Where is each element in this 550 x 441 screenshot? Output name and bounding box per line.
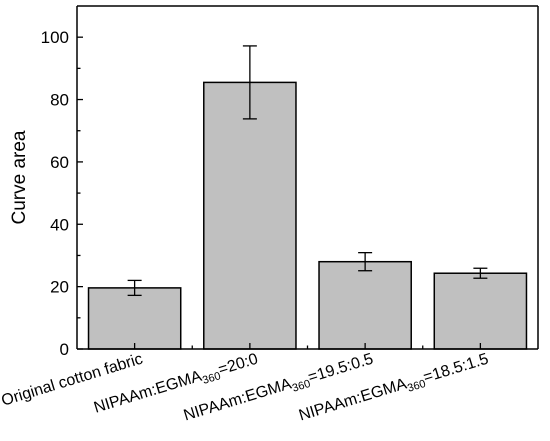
y-tick-label: 80 bbox=[50, 91, 69, 110]
category-label-2: NIPAAm:EGMA360=19.5:0.5 bbox=[182, 351, 377, 428]
bar-3 bbox=[433, 272, 528, 350]
y-tick-label: 40 bbox=[50, 215, 69, 234]
bar-0 bbox=[87, 287, 182, 350]
error-bars bbox=[127, 45, 488, 297]
bar-2 bbox=[318, 260, 412, 350]
y-axis-label: Curve area bbox=[9, 130, 30, 224]
category-labels: Original cotton fabricNIPAAm:EGMA360=20:… bbox=[0, 351, 492, 428]
bars bbox=[87, 81, 528, 350]
y-tick-label: 60 bbox=[50, 153, 69, 172]
y-tick-label: 0 bbox=[60, 340, 69, 359]
y-tick-label: 20 bbox=[50, 278, 69, 297]
category-label-3: NIPAAm:EGMA360=18.5:1.5 bbox=[297, 351, 492, 428]
y-tick-label: 100 bbox=[41, 28, 69, 47]
bar-1 bbox=[203, 81, 297, 350]
